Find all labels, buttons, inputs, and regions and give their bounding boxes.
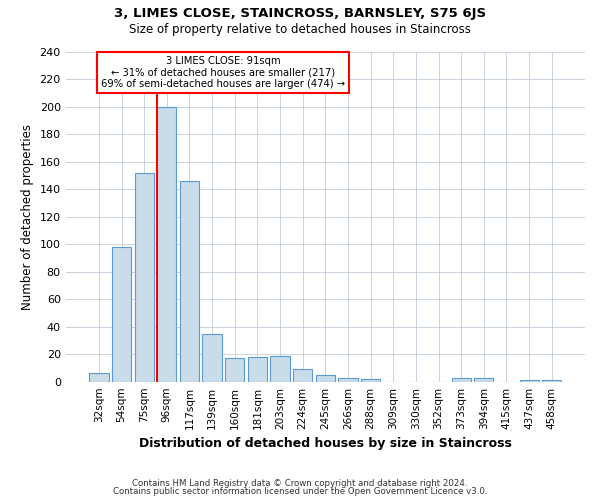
Text: Contains HM Land Registry data © Crown copyright and database right 2024.: Contains HM Land Registry data © Crown c…	[132, 478, 468, 488]
Bar	[134, 172, 154, 382]
Text: Size of property relative to detached houses in Staincross: Size of property relative to detached ho…	[129, 22, 471, 36]
Bar	[112, 247, 131, 382]
Bar	[316, 375, 335, 382]
Bar	[157, 106, 176, 382]
Bar	[271, 356, 290, 382]
Bar	[202, 334, 222, 382]
Bar	[338, 378, 358, 382]
Bar	[225, 358, 244, 382]
Bar	[474, 378, 493, 382]
Text: 3, LIMES CLOSE, STAINCROSS, BARNSLEY, S75 6JS: 3, LIMES CLOSE, STAINCROSS, BARNSLEY, S7…	[114, 8, 486, 20]
Bar	[248, 357, 267, 382]
Bar	[452, 378, 471, 382]
Bar	[89, 374, 109, 382]
X-axis label: Distribution of detached houses by size in Staincross: Distribution of detached houses by size …	[139, 437, 512, 450]
Bar	[180, 181, 199, 382]
Text: 3 LIMES CLOSE: 91sqm
← 31% of detached houses are smaller (217)
69% of semi-deta: 3 LIMES CLOSE: 91sqm ← 31% of detached h…	[101, 56, 346, 89]
Text: Contains public sector information licensed under the Open Government Licence v3: Contains public sector information licen…	[113, 487, 487, 496]
Bar	[542, 380, 562, 382]
Bar	[293, 370, 313, 382]
Bar	[361, 379, 380, 382]
Y-axis label: Number of detached properties: Number of detached properties	[21, 124, 34, 310]
Bar	[520, 380, 539, 382]
